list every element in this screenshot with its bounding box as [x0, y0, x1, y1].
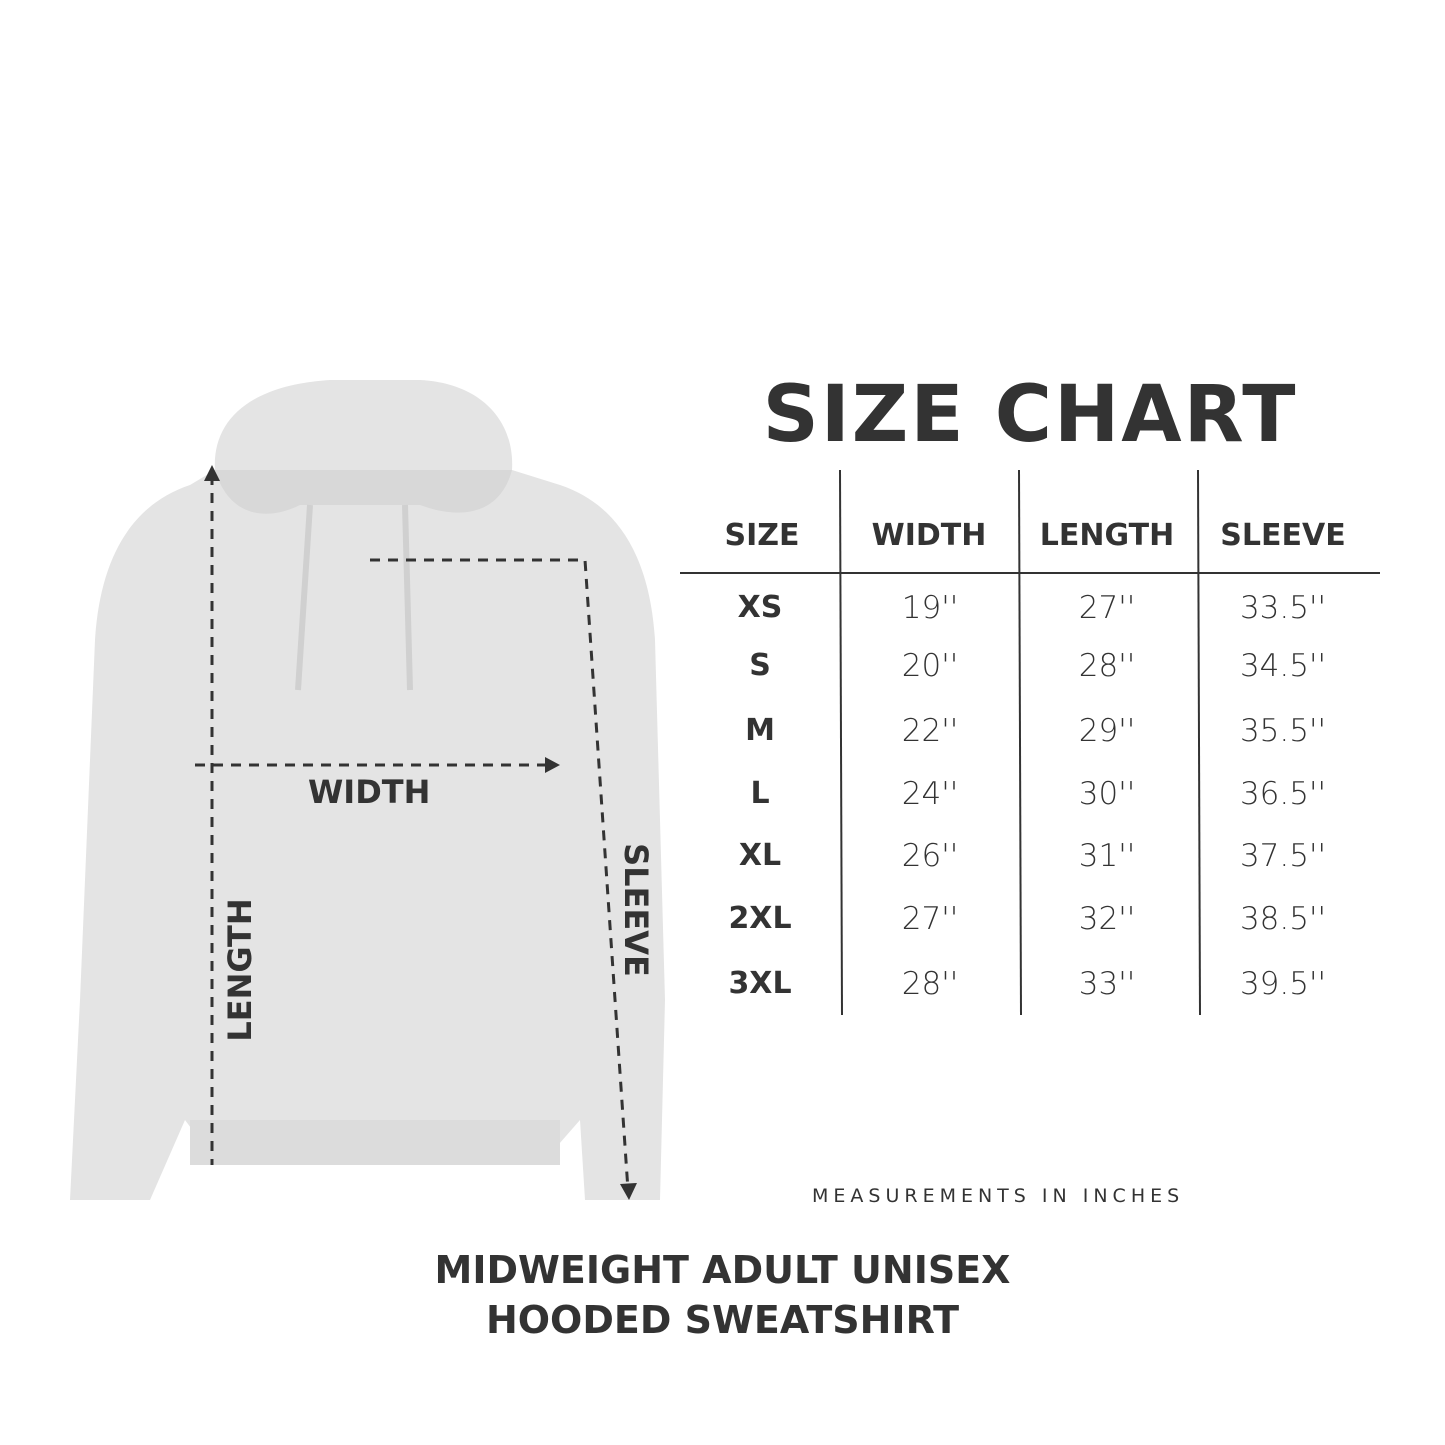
hoodie-illustration	[70, 380, 665, 1200]
cell-sleeve: 37.5''	[1239, 838, 1327, 874]
cell-sleeve: 39.5''	[1239, 966, 1327, 1002]
cell-width: 19''	[901, 590, 959, 626]
drawstring	[295, 504, 413, 691]
sleeve-label: SLEEVE	[617, 843, 655, 977]
cell-length: 30''	[1078, 776, 1136, 812]
cell-width: 26''	[901, 838, 959, 874]
cell-size: 3XL	[728, 966, 792, 1001]
cell-length: 31''	[1078, 838, 1136, 874]
sleeve-arrow	[370, 558, 630, 1191]
cell-sleeve: 34.5''	[1239, 648, 1327, 684]
page-title: SIZE CHART	[762, 370, 1298, 460]
cell-length: 33''	[1078, 966, 1136, 1002]
cell-size: M	[745, 713, 775, 748]
cell-size: S	[749, 648, 771, 683]
cell-sleeve: 33.5''	[1239, 590, 1327, 626]
measurement-arrows	[195, 475, 630, 1191]
measurement-note: MEASUREMENTS IN INCHES	[812, 1185, 1185, 1207]
cell-width: 27''	[901, 901, 959, 937]
cell-width: 20''	[901, 648, 959, 684]
cell-length: 27''	[1078, 590, 1136, 626]
cell-sleeve: 35.5''	[1239, 713, 1327, 749]
cell-width: 28''	[901, 966, 959, 1002]
cell-size: XS	[737, 590, 783, 625]
length-arrowhead-icon	[204, 465, 220, 481]
width-label: WIDTH	[308, 773, 431, 811]
header-sleeve: SLEEVE	[1220, 518, 1346, 553]
sleeve-arrowhead-icon	[620, 1183, 637, 1200]
cell-width: 22''	[901, 713, 959, 749]
table-lines	[680, 469, 1380, 1016]
cell-length: 32''	[1078, 901, 1136, 937]
cell-sleeve: 38.5''	[1239, 901, 1327, 937]
cell-length: 28''	[1078, 648, 1136, 684]
header-size: SIZE	[724, 518, 800, 553]
arrowheads	[204, 465, 637, 1200]
cell-size: XL	[738, 838, 782, 873]
cell-size: 2XL	[728, 901, 792, 936]
width-arrowhead-icon	[545, 757, 560, 773]
cell-sleeve: 36.5''	[1239, 776, 1327, 812]
cell-size: L	[750, 776, 770, 811]
cell-width: 24''	[901, 776, 959, 812]
cell-length: 29''	[1078, 713, 1136, 749]
header-width: WIDTH	[871, 518, 987, 553]
length-label: LENGTH	[221, 898, 259, 1042]
product-name-line2: HOODED SWEATSHIRT	[485, 1298, 960, 1342]
header-length: LENGTH	[1039, 518, 1175, 553]
product-name-line1: MIDWEIGHT ADULT UNISEX	[434, 1248, 1011, 1292]
